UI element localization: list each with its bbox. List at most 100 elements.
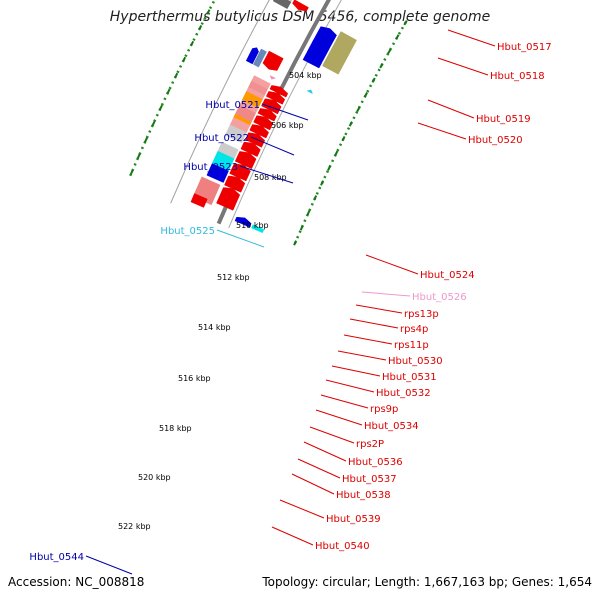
kbp-tick-label: 514 kbp	[198, 323, 231, 332]
gene-label: Hbut_0539	[326, 514, 381, 525]
gc-dash-mark	[348, 121, 353, 127]
gene-feature	[272, 0, 292, 10]
gene-feature	[244, 132, 266, 148]
gene-feature	[306, 89, 313, 95]
gc-dash-mark	[198, 25, 203, 31]
gc-dash-mark	[403, 20, 408, 26]
kbp-tick-label: 512 kbp	[217, 273, 250, 282]
inner-backbone-arc	[228, 0, 342, 229]
gene-leader-line	[320, 394, 369, 409]
gc-dash-mark	[356, 106, 361, 112]
gc-dash-mark	[387, 48, 392, 55]
gene-leader-line	[447, 29, 496, 47]
gene-label: rps4p	[400, 324, 428, 335]
gene-leader-line	[291, 473, 335, 495]
gene-feature	[224, 175, 246, 193]
gc-dash-mark	[151, 120, 156, 127]
gene-feature	[302, 52, 323, 69]
gene-leader-line	[315, 409, 363, 426]
genome-summary-text: Topology: circular; Length: 1,667,163 bp…	[262, 575, 592, 589]
gc-dash-mark	[371, 77, 376, 83]
gc-dash-mark	[293, 240, 298, 246]
gc-dash-mark	[299, 225, 304, 231]
gc-dash-mark	[158, 104, 163, 111]
gene-leader-line	[271, 526, 314, 546]
gene-label: rps11p	[394, 340, 429, 351]
gene-leader-line	[239, 165, 294, 184]
gene-label: Hbut_0524	[420, 270, 475, 281]
gene-leader-line	[427, 99, 475, 119]
gene-feature	[245, 47, 259, 65]
gene-leader-line	[261, 103, 309, 121]
gc-dash-mark	[395, 34, 400, 40]
gene-leader-line	[85, 555, 133, 575]
gene-label: Hbut_0525	[160, 226, 215, 237]
gene-leader-line	[343, 334, 393, 345]
gene-leader-line	[279, 499, 325, 519]
gc-dash-mark	[379, 63, 384, 69]
gene-leader-line	[331, 365, 381, 377]
kbp-tick-label: 508 kbp	[254, 173, 287, 182]
gene-label: Hbut_0540	[315, 541, 370, 552]
map-title: Hyperthermus butylicus DSM 5456, complet…	[109, 9, 491, 25]
gene-label: Hbut_0538	[336, 490, 391, 501]
gene-label: Hbut_0534	[364, 421, 419, 432]
gene-leader-line	[325, 379, 375, 393]
gene-label: Hbut_0517	[497, 42, 552, 53]
gene-leader-line	[365, 254, 419, 275]
gene-label: Hbut_0532	[376, 388, 431, 399]
gc-dash-mark	[136, 153, 141, 159]
gene-label: Hbut_0519	[476, 114, 531, 125]
kbp-tick-label: 520 kbp	[138, 473, 171, 482]
gene-label: Hbut_0521	[205, 100, 260, 111]
gene-feature	[253, 115, 274, 131]
gene-label: Hbut_0530	[388, 356, 443, 367]
gene-feature	[216, 187, 241, 211]
gene-feature	[262, 50, 284, 71]
gene-feature	[322, 31, 357, 75]
gc-dash-mark	[363, 92, 368, 98]
gene-feature	[292, 0, 309, 12]
gene-feature	[234, 216, 252, 228]
gc-dash-mark	[320, 180, 325, 186]
gc-dash-mark	[206, 9, 211, 15]
gene-feature	[249, 124, 270, 139]
kbp-tick-label: 518 kbp	[159, 424, 192, 433]
gene-feature	[206, 163, 229, 183]
gc-dash-mark	[327, 165, 332, 171]
kbp-tick-label: 522 kbp	[118, 522, 151, 531]
gene-feature	[224, 124, 247, 144]
kbp-tick-label: 504 kbp	[289, 71, 322, 80]
gene-label: Hbut_0518	[490, 71, 545, 82]
gene-leader-line	[297, 458, 341, 479]
gene-leader-line	[216, 229, 265, 248]
gene-leader-line	[309, 426, 355, 444]
gene-feature	[269, 74, 277, 80]
gc-dash-mark	[144, 137, 149, 143]
accession-text: Accession: NC_008818	[8, 575, 145, 589]
gene-feature	[251, 224, 265, 234]
gc-dash-mark	[306, 210, 311, 216]
gene-leader-line	[361, 291, 411, 297]
gene-feature	[234, 151, 257, 170]
gene-label: Hbut_0531	[382, 372, 437, 383]
gene-feature	[190, 193, 208, 208]
gene-label: Hbut_0523	[183, 162, 238, 173]
gene-feature	[252, 48, 267, 68]
kbp-tick-label: 516 kbp	[178, 374, 211, 383]
gc-dash-mark	[190, 40, 195, 47]
gc-dash-mark	[174, 72, 179, 79]
gene-feature	[257, 108, 277, 122]
gene-label: Hbut_0544	[29, 552, 84, 563]
gc-dash-mark	[341, 135, 346, 142]
gc-dash-mark	[129, 169, 134, 176]
gene-label: rps2P	[356, 439, 384, 450]
gene-label: Hbut_0537	[342, 474, 397, 485]
gene-leader-line	[417, 122, 467, 140]
gene-feature	[261, 98, 282, 115]
gene-leader-line	[437, 57, 489, 76]
gene-label: rps9p	[370, 404, 398, 415]
gc-dash-mark	[182, 56, 187, 63]
